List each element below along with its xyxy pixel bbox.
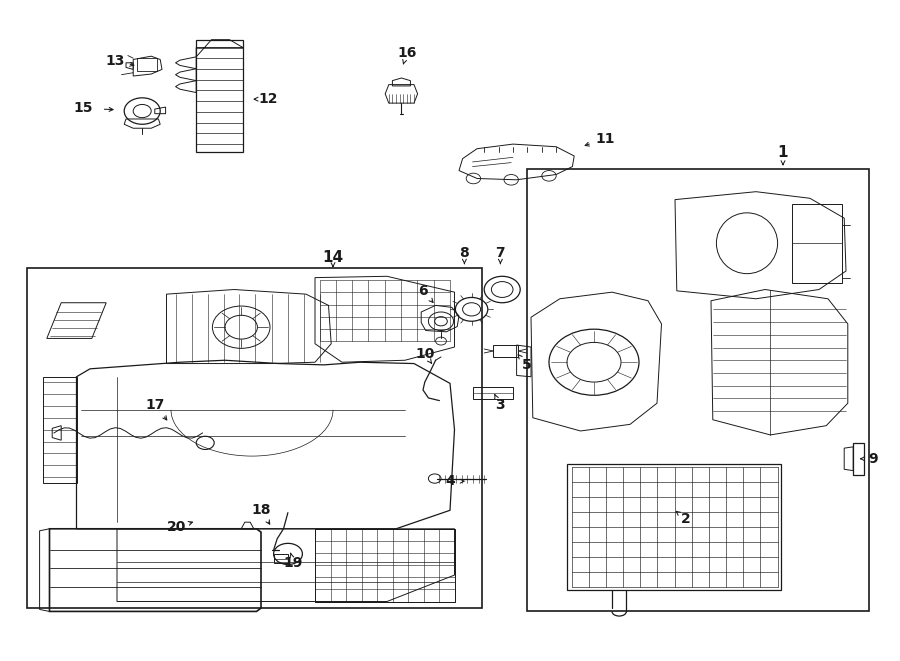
Text: 1: 1 bbox=[778, 145, 788, 159]
Text: 15: 15 bbox=[73, 101, 93, 116]
Text: 13: 13 bbox=[105, 54, 125, 68]
Text: 7: 7 bbox=[496, 245, 505, 260]
Text: 6: 6 bbox=[418, 284, 427, 298]
Text: 10: 10 bbox=[415, 347, 435, 362]
Text: 5: 5 bbox=[522, 358, 531, 372]
Text: 4: 4 bbox=[446, 474, 454, 488]
Text: 8: 8 bbox=[460, 245, 469, 260]
Text: 18: 18 bbox=[251, 503, 271, 518]
Text: 12: 12 bbox=[258, 92, 278, 106]
Text: 9: 9 bbox=[868, 451, 878, 466]
Text: 11: 11 bbox=[595, 132, 615, 146]
Text: 2: 2 bbox=[681, 512, 690, 526]
Text: 16: 16 bbox=[397, 46, 417, 60]
Text: 19: 19 bbox=[284, 556, 303, 570]
Text: 14: 14 bbox=[322, 251, 344, 265]
Text: 17: 17 bbox=[145, 397, 165, 412]
Text: 3: 3 bbox=[495, 397, 504, 412]
Text: 20: 20 bbox=[166, 520, 186, 535]
